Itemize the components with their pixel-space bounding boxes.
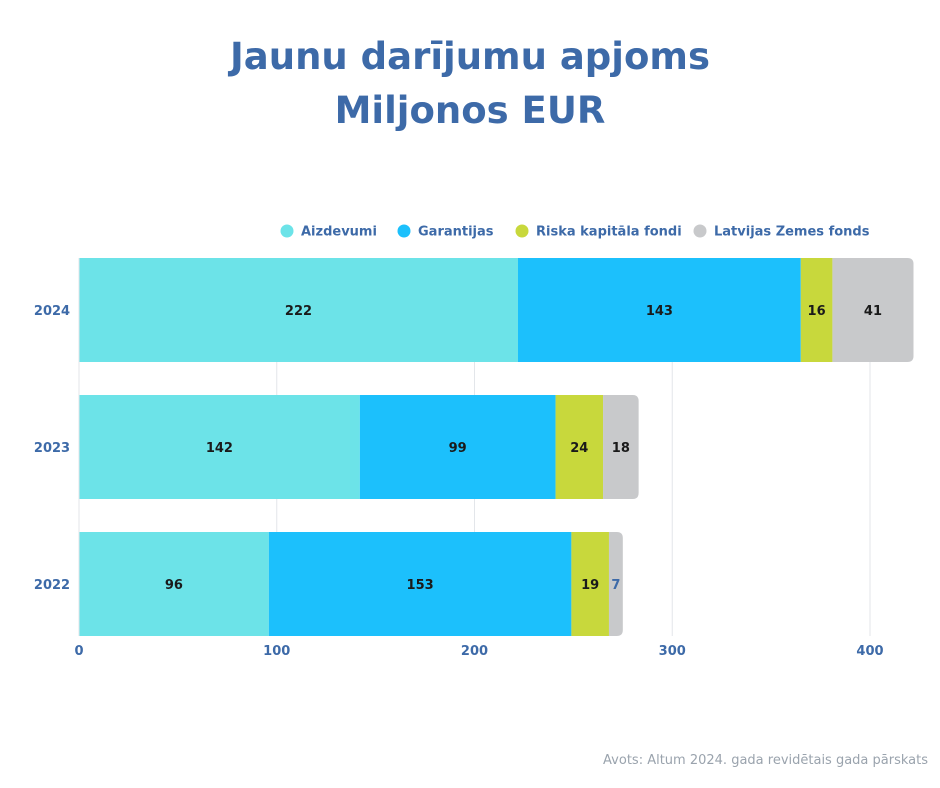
data-label: 16 — [808, 304, 826, 319]
legend-label: Garantijas — [418, 225, 494, 240]
x-tick-label: 100 — [263, 644, 290, 659]
data-label: 222 — [285, 304, 312, 319]
data-label: 96 — [165, 578, 183, 593]
legend-item: Garantijas — [397, 224, 494, 240]
data-label: 99 — [449, 441, 467, 456]
bar-segment — [571, 532, 609, 636]
data-label: 7 — [611, 578, 620, 593]
bar-segment — [79, 258, 519, 362]
legend-item: Latvijas Zemes fonds — [693, 224, 870, 240]
x-tick-label: 200 — [461, 644, 488, 659]
chart-subtitle: Miljonos EUR — [334, 89, 606, 132]
y-axis-label: 2022 — [34, 578, 70, 593]
data-label: 153 — [407, 578, 434, 593]
data-label: 19 — [581, 578, 599, 593]
y-axis-label: 2023 — [34, 441, 70, 456]
y-axis-label: 2024 — [34, 304, 70, 319]
bar-segment — [555, 395, 604, 499]
bar-segment — [608, 532, 623, 636]
bar-segment — [268, 532, 572, 636]
bar-segment — [518, 258, 801, 362]
data-label: 142 — [206, 441, 233, 456]
x-tick-label: 300 — [659, 644, 686, 659]
bar-segment — [79, 532, 269, 636]
data-label: 18 — [612, 441, 630, 456]
stacked-bar-chart: 2024 222 143 16 41 2023 142 99 24 18 2022 96 153 19 7 0… — [34, 224, 914, 659]
bar-segment — [800, 258, 833, 362]
bar-segment — [603, 395, 639, 499]
legend-label: Latvijas Zemes fonds — [714, 225, 870, 240]
bar-segment — [359, 395, 556, 499]
data-label: 143 — [646, 304, 673, 319]
legend-swatch — [280, 224, 294, 238]
x-tick-label: 0 — [74, 644, 83, 659]
chart-title: Jaunu darījumu apjoms — [230, 35, 710, 78]
legend-swatch — [397, 224, 411, 238]
source-note: Avots: Altum 2024. gada revidētais gada … — [603, 753, 928, 768]
bar-segment — [79, 395, 360, 499]
x-tick-label: 400 — [856, 644, 883, 659]
data-label: 41 — [864, 304, 882, 319]
legend-swatch — [515, 224, 529, 238]
bar-segment — [832, 258, 914, 362]
legend-item: Aizdevumi — [280, 224, 377, 240]
legend-swatch — [693, 224, 707, 238]
data-label: 24 — [570, 441, 588, 456]
legend-item: Riska kapitāla fondi — [515, 224, 682, 240]
legend-label: Aizdevumi — [301, 225, 377, 240]
legend-label: Riska kapitāla fondi — [536, 225, 682, 240]
